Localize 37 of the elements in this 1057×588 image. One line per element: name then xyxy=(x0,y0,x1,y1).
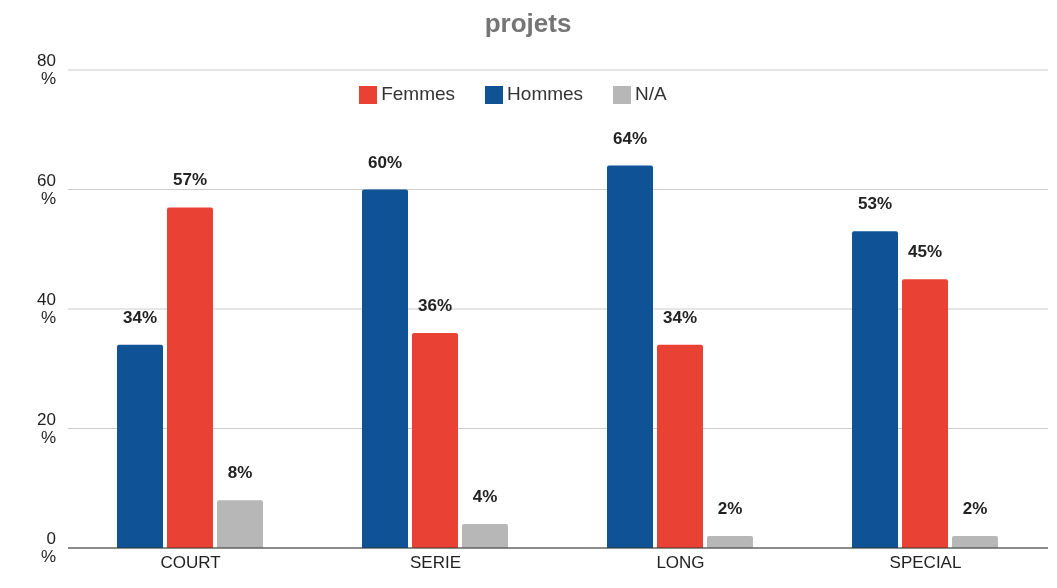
bar xyxy=(707,536,753,548)
data-label: 2% xyxy=(717,499,743,519)
x-tick-label: SPECIAL xyxy=(889,553,962,573)
y-tick-label: 0 % xyxy=(40,529,56,566)
bar xyxy=(607,165,653,548)
data-label: 53% xyxy=(857,194,893,214)
data-label: 45% xyxy=(907,242,943,262)
bar xyxy=(117,344,163,548)
bar xyxy=(852,231,898,548)
bar xyxy=(167,207,213,548)
bar xyxy=(462,524,508,548)
bar xyxy=(412,332,458,548)
y-tick-label: 40 % xyxy=(37,290,56,327)
legend-label: N/A xyxy=(635,83,667,104)
x-tick-label: COURT xyxy=(160,553,221,573)
data-label: 34% xyxy=(662,307,698,327)
data-label: 36% xyxy=(417,295,453,315)
bar xyxy=(952,536,998,548)
data-label: 57% xyxy=(172,170,208,190)
bar xyxy=(217,500,263,548)
legend-label: Femmes xyxy=(381,83,456,104)
data-label: 2% xyxy=(962,499,988,519)
data-label: 8% xyxy=(227,463,253,483)
data-label: 34% xyxy=(122,307,158,327)
y-tick-label: 80 % xyxy=(37,51,56,88)
x-tick-label: LONG xyxy=(656,553,705,573)
data-label: 4% xyxy=(472,487,498,507)
data-label: 60% xyxy=(367,152,403,172)
y-tick-label: 20 % xyxy=(37,409,56,447)
bar xyxy=(362,189,408,548)
x-tick-label: SERIE xyxy=(409,553,462,573)
data-label: 64% xyxy=(612,128,648,148)
bar xyxy=(657,344,703,548)
chart-title: projets xyxy=(483,8,573,38)
bar xyxy=(902,279,948,548)
legend-label: Hommes xyxy=(507,83,584,104)
y-tick-label: 60 % xyxy=(37,170,56,208)
